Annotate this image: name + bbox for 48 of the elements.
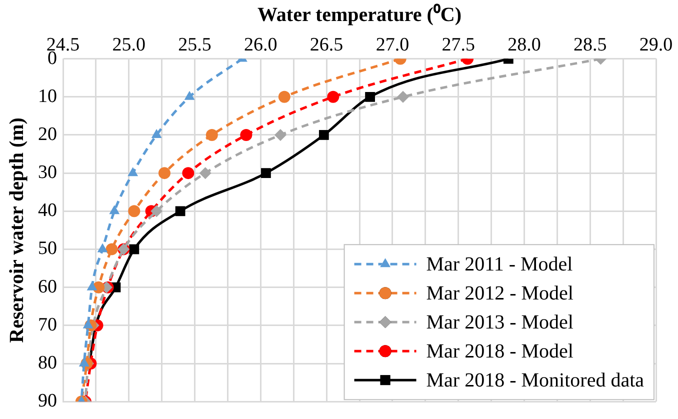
point <box>128 205 140 218</box>
legend-label: Mar 2018 - Model <box>426 340 574 362</box>
y-tick-label: 10 <box>38 86 57 107</box>
point <box>274 128 286 141</box>
point <box>327 90 340 103</box>
point <box>97 243 108 252</box>
y-tick-label: 30 <box>38 162 57 184</box>
point <box>175 206 186 216</box>
point <box>182 167 194 180</box>
point <box>278 90 290 103</box>
text: 26.0 <box>244 34 278 56</box>
text: 25.0 <box>112 34 146 56</box>
point <box>199 167 212 180</box>
point <box>365 92 375 102</box>
legend-label: Mar 2011 - Model <box>426 253 574 276</box>
point <box>128 167 138 176</box>
point <box>396 90 409 103</box>
point <box>318 130 329 140</box>
point <box>240 128 252 141</box>
x-tick-label: 26.5 <box>310 34 344 56</box>
text: 29.0 <box>639 34 673 56</box>
y-tick-label: 40 <box>38 200 57 222</box>
point <box>206 128 218 141</box>
y-tick-label: 50 <box>38 238 57 260</box>
y-tick-label: 90 <box>38 390 57 412</box>
y-tick-label: 60 <box>38 276 57 298</box>
point <box>106 243 118 256</box>
legend-label: Mar 2013 - Model <box>426 311 574 334</box>
y-tick-label: 80 <box>38 352 57 374</box>
y-tick-label: 70 <box>38 314 57 336</box>
text: 28.0 <box>508 34 541 56</box>
y-tick-label: 20 <box>38 124 57 145</box>
legend-label: Mar 2018 - Monitored data <box>426 369 644 392</box>
point <box>86 281 98 290</box>
x-tick-label: 28.5 <box>573 34 607 56</box>
y-axis-title: Reservoir water depth (m) <box>6 118 28 343</box>
legend-label: Mar 2012 - Model <box>426 282 574 304</box>
text: 27.0 <box>376 34 410 56</box>
x-axis-title: Water temperature (⁰C) <box>258 3 462 26</box>
point <box>129 244 140 254</box>
x-tick-label: 27.5 <box>442 34 475 56</box>
point <box>78 358 90 367</box>
point <box>82 319 94 328</box>
point <box>260 168 271 178</box>
x-tick-label: 25.5 <box>178 34 212 56</box>
point <box>150 205 163 218</box>
point <box>109 205 120 214</box>
point <box>158 167 170 180</box>
